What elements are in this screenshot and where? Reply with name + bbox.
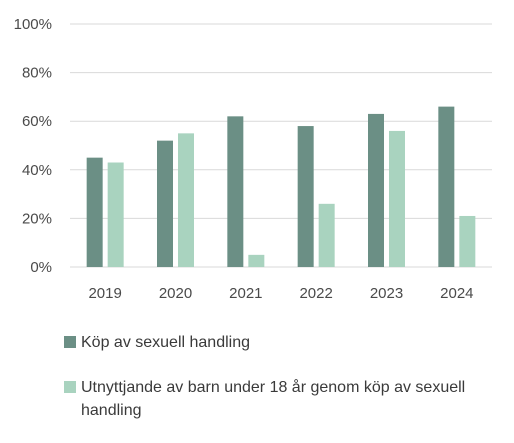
x-tick-label: 2019 (88, 285, 121, 302)
bar-series-1-2022 (297, 126, 314, 267)
y-tick-label: 40% (22, 162, 52, 179)
bar-series-1-2024 (438, 106, 455, 268)
legend-label-series-1: Köp av sexuell handling (81, 334, 251, 351)
y-tick-label: 0% (30, 259, 52, 276)
gridlines (70, 23, 492, 268)
x-tick-label: 2023 (370, 285, 403, 302)
y-tick-label: 80% (22, 65, 52, 82)
y-tick-label: 20% (22, 210, 52, 227)
bar-series-1-2021 (227, 116, 244, 267)
y-tick-label: 100% (14, 16, 52, 33)
bar-series-2-2020 (178, 133, 194, 267)
bars (86, 106, 476, 268)
bar-series-2-2023 (389, 130, 405, 267)
bar-series-1-2019 (86, 157, 103, 267)
x-tick-label: 2020 (159, 285, 192, 302)
y-axis-ticks: 0% 20% 40% 60% 80% 100% (14, 16, 52, 276)
bar-series-2-2019 (107, 162, 124, 267)
bar-series-1-2023 (368, 113, 384, 267)
x-tick-label: 2024 (440, 285, 473, 302)
legend-item-series-1: Köp av sexuell handling (64, 331, 250, 354)
bar-series-1-2020 (157, 140, 173, 267)
legend-item-series-2: Utnyttjande av barn under 18 år genom kö… (64, 376, 504, 422)
bar-chart: 0%20%40%60%80%100% 2019 2020 2021 2022 2023 2… (14, 16, 492, 302)
legend-swatch-series-1 (64, 336, 76, 348)
bar-series-2-2022 (318, 203, 335, 267)
x-tick-label: 2021 (229, 285, 262, 302)
x-tick-label: 2022 (299, 285, 332, 302)
x-axis-ticks: 2019 2020 2021 2022 2023 2024 (88, 285, 473, 302)
bar-series-2-2021 (248, 254, 265, 267)
bar-series-2-2024 (459, 215, 476, 267)
legend-swatch-series-2 (64, 381, 76, 393)
y-tick-label: 60% (22, 113, 52, 130)
legend-label-series-2: Utnyttjande av barn under 18 år genom kö… (81, 379, 466, 419)
